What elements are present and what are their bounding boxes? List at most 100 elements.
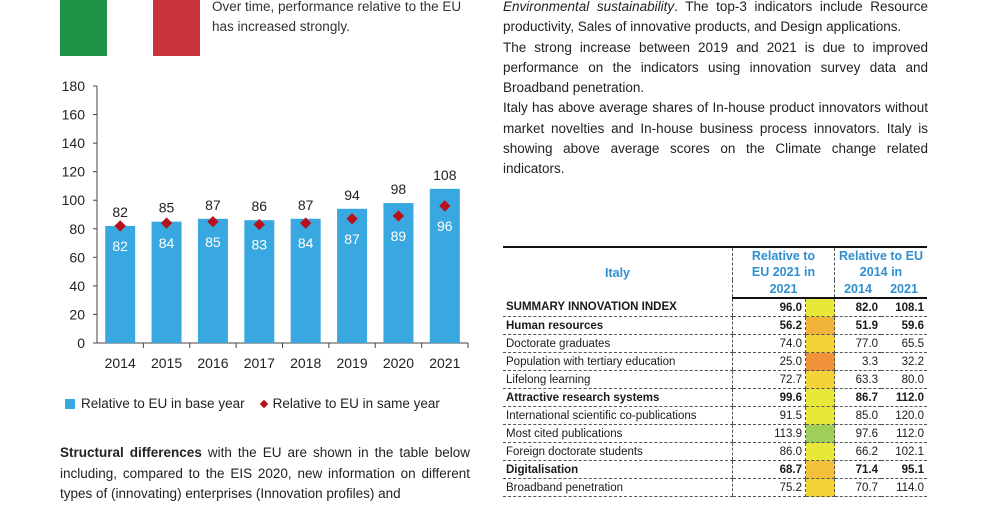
row-label: Broadband penetration	[503, 478, 733, 497]
table-row: Lifelong learning 72.7 63.3 80.0	[503, 370, 927, 389]
diamond-marker	[392, 210, 405, 222]
row-color-cell	[805, 370, 835, 389]
bar-inner-label: 96	[437, 218, 453, 234]
bar	[244, 220, 275, 343]
y-tick-label: 80	[69, 221, 85, 237]
row-value-2021-vs-2014: 114.0	[881, 478, 927, 497]
bar-inner-label: 82	[112, 238, 128, 254]
row-label: International scientific co-publications	[503, 406, 733, 425]
row-value-2021: 72.7	[732, 370, 806, 389]
bar	[105, 225, 136, 343]
y-tick-label: 120	[62, 164, 86, 180]
row-value-2014: 77.0	[834, 334, 881, 353]
row-value-2021-vs-2014: 32.2	[881, 352, 927, 371]
x-tick-label: 2016	[197, 355, 228, 371]
bar	[383, 203, 414, 343]
row-value-2021: 75.2	[732, 478, 806, 497]
flag-white-stripe	[106, 0, 154, 56]
table-row: Doctorate graduates 74.0 77.0 65.5	[503, 334, 927, 353]
row-color-cell	[805, 298, 835, 317]
y-tick-label: 60	[69, 249, 85, 265]
bar-top-label: 82	[112, 204, 128, 220]
y-tick-label: 180	[62, 78, 86, 94]
bar-inner-label: 87	[344, 231, 360, 247]
bar-top-label: 94	[344, 187, 360, 203]
row-value-2021: 86.0	[732, 442, 806, 461]
intro-text: Over time, performance relative to the E…	[212, 0, 462, 34]
performance-bar-chart: 0 20 40 60 80 100 120 140 160 180 82 82 2014 85 84 2015…	[62, 78, 469, 371]
row-value-2021-vs-2014: 112.0	[881, 388, 927, 407]
bar-top-label: 98	[391, 181, 407, 197]
structural-differences-bold: Structural differences	[60, 445, 202, 460]
col2-header: Relative to EU 2014 in	[834, 246, 927, 280]
row-label: Doctorate graduates	[503, 334, 733, 353]
y-tick-label: 20	[69, 306, 85, 322]
row-value-2021: 113.9	[732, 424, 806, 443]
row-color-cell	[805, 334, 835, 353]
row-color-cell	[805, 460, 835, 479]
diamond-marker	[253, 218, 265, 231]
shares-paragraph: Italy has above average shares of In-hou…	[503, 100, 928, 177]
row-label: Lifelong learning	[503, 370, 733, 389]
top3-text: . The top-3 indicators include Resource …	[503, 0, 928, 35]
row-value-2014: 66.2	[834, 442, 881, 461]
diamond-marker	[160, 217, 173, 229]
row-value-2021-vs-2014: 112.0	[881, 424, 927, 443]
bar	[197, 218, 228, 343]
row-value-2021-vs-2014: 120.0	[881, 406, 927, 425]
row-value-2021-vs-2014: 80.0	[881, 370, 927, 389]
row-color-cell	[805, 406, 835, 425]
x-tick-label: 2018	[290, 355, 321, 371]
table-row: Population with tertiary education 25.0 3.…	[503, 352, 927, 371]
row-value-2021-vs-2014: 102.1	[881, 442, 927, 461]
col1-header: Relative to EU 2021 in	[732, 246, 835, 280]
table-country: Italy	[503, 246, 733, 298]
x-tick-label: 2015	[151, 355, 182, 371]
col2a-year: 2014	[834, 280, 881, 299]
legend-marker-label: Relative to EU in same year	[272, 396, 440, 411]
row-color-cell	[805, 316, 835, 335]
table-row: Human resources 56.2 51.9 59.6	[503, 316, 927, 335]
diamond-marker	[207, 215, 219, 228]
row-color-cell	[805, 478, 835, 497]
x-tick-label: 2019	[336, 355, 367, 371]
row-value-2014: 71.4	[834, 460, 881, 479]
row-label: Digitalisation	[503, 460, 733, 479]
table-row: SUMMARY INNOVATION INDEX 96.0 82.0 108.1	[503, 298, 927, 317]
row-color-cell	[805, 388, 835, 407]
bar	[337, 208, 368, 343]
y-tick-label: 140	[62, 135, 86, 151]
bar-top-label: 87	[205, 197, 221, 213]
row-value-2021: 68.7	[732, 460, 806, 479]
table-row: International scientific co-publications…	[503, 406, 927, 425]
legend-diamond-icon	[259, 399, 268, 408]
row-value-2021-vs-2014: 95.1	[881, 460, 927, 479]
row-value-2021: 56.2	[732, 316, 806, 335]
flag-red-stripe	[153, 0, 201, 56]
y-tick-label: 160	[62, 107, 86, 123]
diamond-marker	[300, 217, 312, 229]
bar-top-label: 108	[433, 167, 457, 183]
x-tick-label: 2021	[429, 355, 460, 371]
row-value-2014: 82.0	[834, 298, 881, 317]
row-value-2021: 91.5	[732, 406, 806, 425]
row-value-2014: 51.9	[834, 316, 881, 335]
right-column-text: Environmental sustainability. The top-3 …	[503, 0, 928, 180]
bar-inner-label: 83	[252, 237, 268, 253]
row-value-2014: 97.6	[834, 424, 881, 443]
increase-paragraph: The strong increase between 2019 and 202…	[503, 39, 928, 96]
bar-top-label: 87	[298, 197, 314, 213]
row-label: Most cited publications	[503, 424, 733, 443]
italy-flag	[60, 0, 201, 56]
table-row: Digitalisation 68.7 71.4 95.1	[503, 460, 927, 479]
table-row: Broadband penetration 75.2 70.7 114.0	[503, 478, 927, 497]
table-row: Most cited publications 113.9 97.6 112.0	[503, 424, 927, 443]
legend-bar-label: Relative to EU in base year	[81, 396, 245, 411]
row-value-2021-vs-2014: 65.5	[881, 334, 927, 353]
row-value-2021-vs-2014: 59.6	[881, 316, 927, 335]
row-value-2021: 99.6	[732, 388, 806, 407]
row-label: Human resources	[503, 316, 733, 335]
structural-differences-text: Structural differences with the EU are s…	[60, 443, 470, 505]
x-tick-label: 2017	[244, 355, 275, 371]
bar-top-label: 86	[252, 198, 268, 214]
